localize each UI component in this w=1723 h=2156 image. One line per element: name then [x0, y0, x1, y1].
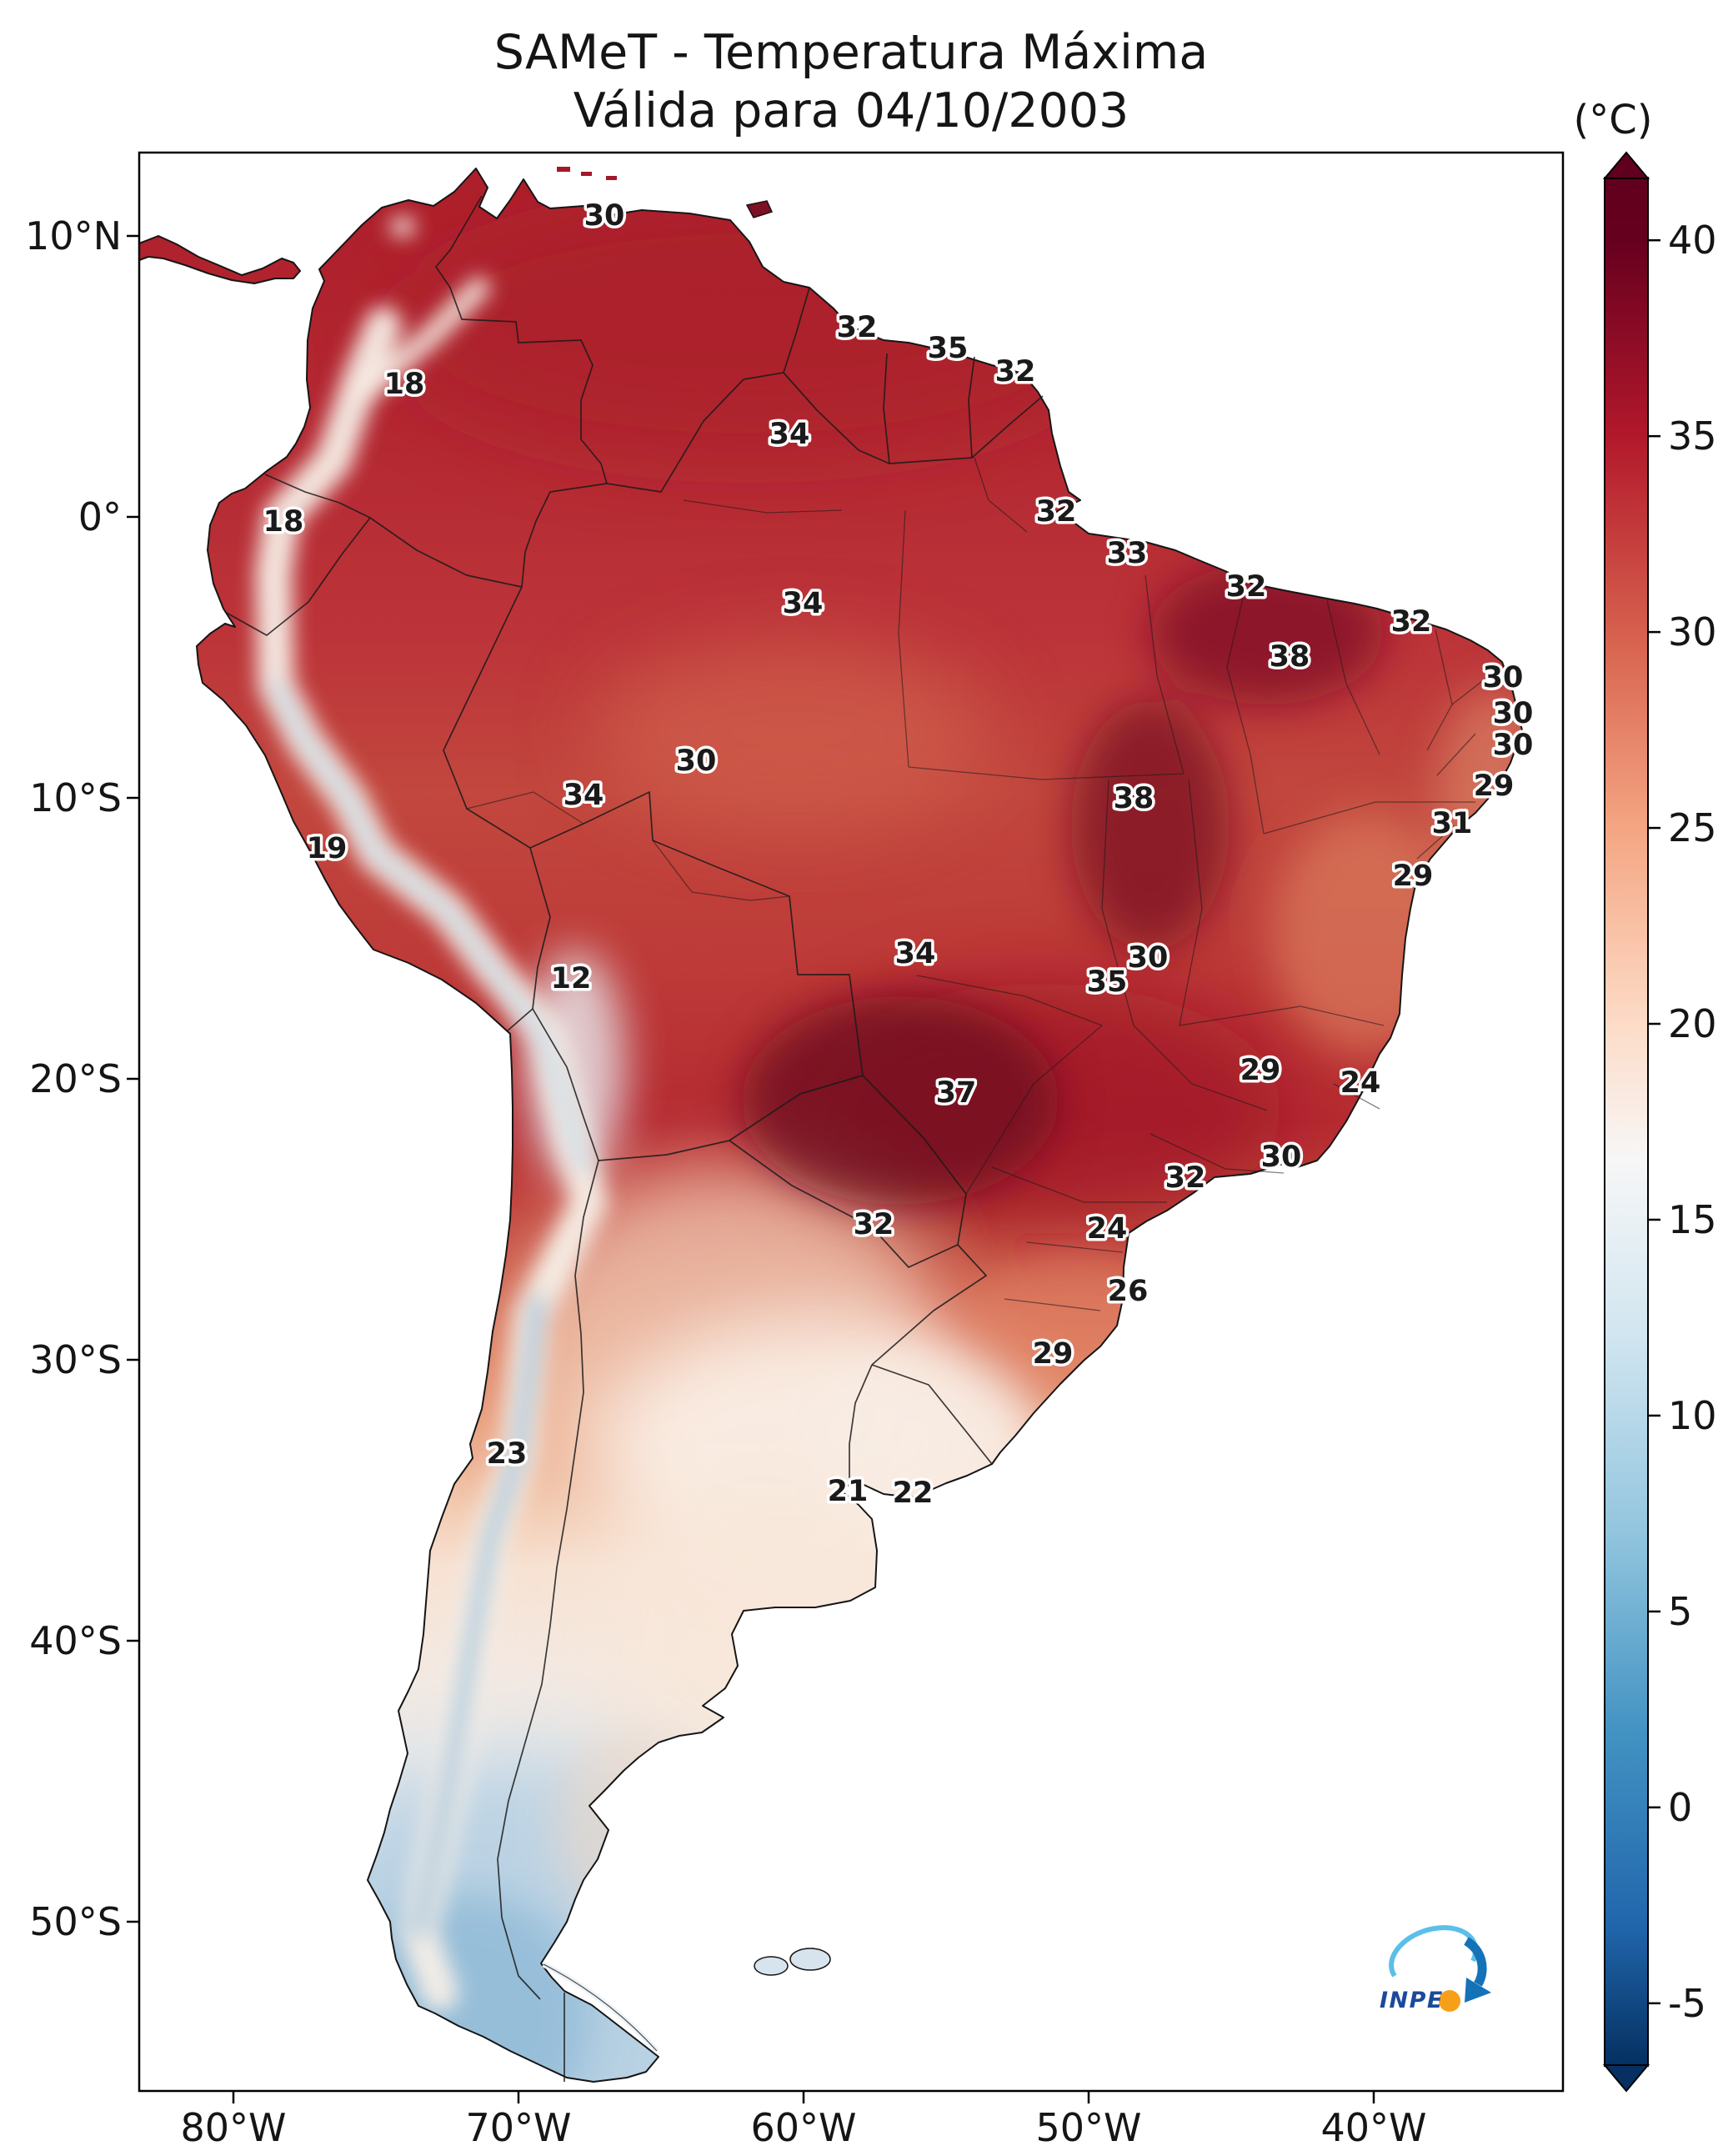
colorbar-tick-label: 10	[1668, 1393, 1717, 1438]
temperature-label: 35	[1087, 965, 1128, 999]
islands	[557, 167, 831, 1976]
logo-orbit-arc	[1389, 1925, 1479, 1978]
temperature-label: 38	[1114, 782, 1155, 815]
temperature-label: 31	[1432, 807, 1473, 840]
logo-wordmark: INPE	[1380, 1988, 1444, 2013]
temperature-label: 19	[307, 832, 348, 865]
colorbar-tick-label: 40	[1668, 218, 1717, 263]
temperature-label: 34	[783, 587, 824, 620]
temperature-label: 29	[1033, 1337, 1074, 1371]
longitude-tick-label: 60°W	[750, 2105, 856, 2150]
temperature-label: 21	[828, 1475, 869, 1508]
temperature-label: 29	[1474, 770, 1515, 803]
colorbar-tick-label: 20	[1668, 1001, 1717, 1046]
temperature-label: 24	[1340, 1066, 1381, 1100]
latitude-tick-label: 50°S	[29, 1899, 122, 1944]
temperature-label: 32	[1391, 605, 1432, 639]
temperature-label: 32	[837, 311, 878, 344]
temperature-label: 32	[995, 355, 1036, 389]
colorbar-tick-label: 30	[1668, 609, 1717, 654]
country-borders	[224, 195, 1044, 2082]
colorbar-upper-arrow	[1602, 151, 1650, 179]
temperature-label: 18	[384, 368, 425, 401]
longitude-tick-label: 40°W	[1320, 2105, 1426, 2150]
latitude-tick-label: 0°	[78, 494, 122, 539]
colorbar-tick-label: 15	[1668, 1197, 1717, 1242]
temperature-label: 30	[1261, 1141, 1302, 1174]
colorbar-ticks: 40 35 30 25 20 15 10 5 0 -5	[1648, 218, 1717, 2026]
temperature-label: 35	[928, 332, 969, 365]
longitude-tick-label: 50°W	[1035, 2105, 1141, 2150]
temperature-label: 32	[1165, 1161, 1206, 1195]
temperature-label: 29	[1240, 1054, 1281, 1087]
temperature-label: 32	[1226, 570, 1267, 604]
logo-orange-ball	[1439, 1990, 1460, 2012]
axis-ticks: 10°N 0° 10°S 20°S 30°S 40°S 50°S 80°W 70°W 60°W 50…	[25, 213, 1426, 2150]
logo-arrow-head	[1465, 1978, 1491, 2003]
temperature-label: 30	[1493, 697, 1534, 730]
map-area	[139, 167, 1523, 2083]
latitude-tick-label: 10°S	[29, 775, 122, 820]
logo-arrow-curve	[1464, 1937, 1487, 1987]
colorbar-tick-label: -5	[1668, 1981, 1706, 2026]
temperature-label: 30	[1128, 941, 1169, 975]
temperature-label: 22	[893, 1477, 934, 1510]
temperature-label: 30	[1483, 661, 1524, 694]
longitude-tick-label: 80°W	[180, 2105, 286, 2150]
temperature-label: 30	[584, 199, 625, 233]
temperature-label: 32	[1036, 495, 1077, 529]
latitude-tick-label: 10°N	[25, 213, 122, 258]
colorbar-gradient-bar	[1604, 177, 1649, 2067]
map-frame	[138, 151, 1565, 2093]
colorbar-tick-label: 35	[1668, 414, 1717, 459]
colorbar: 40 35 30 25 20 15 10 5 0 -5	[1602, 151, 1717, 2093]
latitude-tick-label: 20°S	[29, 1056, 122, 1101]
colorbar-unit-label: (°C)	[1573, 97, 1653, 143]
colorbar-tick-label: 5	[1668, 1589, 1692, 1634]
colorbar-tick-label: 25	[1668, 805, 1717, 850]
magellan-strait	[542, 1961, 659, 2053]
temperature-label: 34	[563, 779, 604, 812]
temperature-label: 29	[1393, 860, 1434, 893]
figure-title-line2: Válida para 04/10/2003	[573, 83, 1129, 138]
temperature-label: 34	[895, 937, 936, 970]
brazil-state-borders	[466, 457, 1501, 1311]
figure-title-line1: SAMeT - Temperatura Máxima	[493, 25, 1209, 80]
temperature-label: 38	[1270, 640, 1310, 674]
temperature-label: 30	[676, 745, 717, 778]
temperature-label: 30	[1493, 729, 1534, 762]
temperature-label: 37	[936, 1076, 977, 1110]
temperature-label: 23	[487, 1437, 528, 1471]
temperature-label: 32	[854, 1208, 894, 1241]
longitude-tick-label: 70°W	[465, 2105, 571, 2150]
temperature-label: 33	[1107, 537, 1148, 570]
temperature-label: 26	[1108, 1275, 1149, 1308]
colorbar-tick-label: 0	[1668, 1785, 1692, 1830]
temperature-label: 18	[263, 505, 304, 539]
temperature-label: 24	[1087, 1212, 1128, 1246]
inpe-logo: INPE	[1380, 1925, 1491, 2013]
temperature-label: 12	[551, 962, 592, 995]
temperature-label: 34	[769, 418, 810, 451]
andes-cold-band	[254, 217, 609, 2011]
colorbar-lower-arrow	[1602, 2064, 1650, 2093]
latitude-tick-label: 30°S	[29, 1337, 122, 1382]
latitude-tick-label: 40°S	[29, 1618, 122, 1663]
